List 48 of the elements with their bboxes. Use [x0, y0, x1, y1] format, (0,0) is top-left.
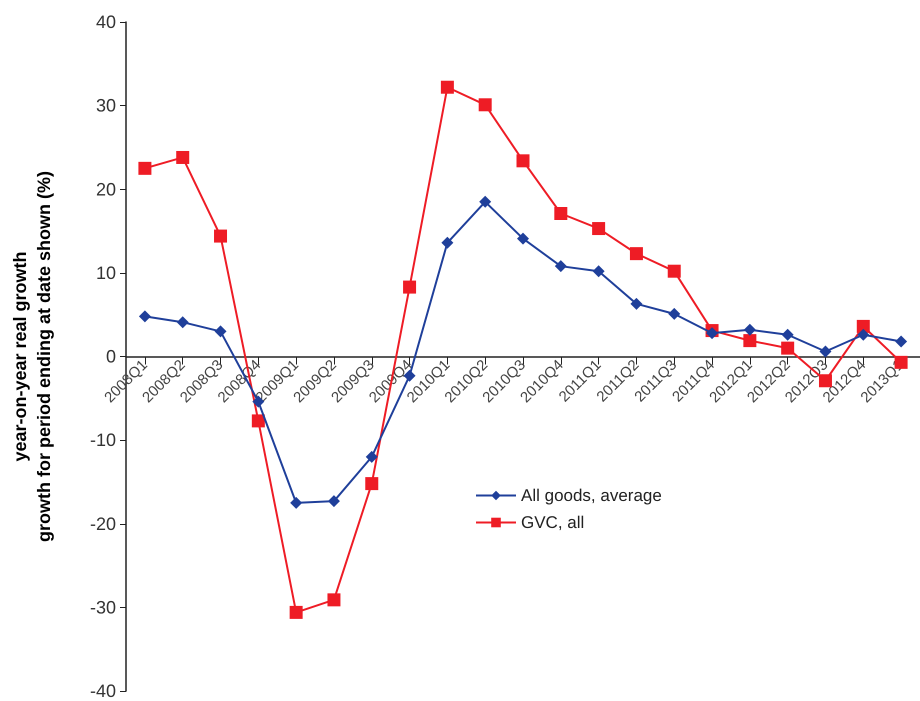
point	[743, 334, 756, 348]
y-tick-label: 40	[96, 12, 116, 32]
point	[479, 196, 492, 208]
y-tick-label: -20	[90, 514, 116, 534]
point	[328, 495, 340, 508]
point	[668, 264, 681, 278]
point	[214, 230, 228, 243]
point	[554, 260, 567, 272]
point	[592, 265, 605, 278]
point	[440, 80, 454, 94]
point	[214, 325, 227, 338]
point	[138, 310, 151, 322]
legend-label: GVC, all	[521, 513, 584, 532]
y-tick-label: 20	[96, 179, 116, 200]
point	[630, 247, 643, 260]
point	[554, 207, 568, 220]
point	[781, 342, 794, 355]
point	[478, 98, 492, 112]
y-axis-title: year-on-year real growth growth for period ending at date shown (%)	[10, 171, 54, 542]
point	[290, 606, 303, 619]
point	[176, 316, 189, 328]
point	[327, 593, 340, 606]
point	[517, 232, 529, 245]
point	[630, 298, 642, 310]
legend-label: All goods, average	[521, 486, 662, 505]
point	[366, 450, 378, 463]
point	[668, 308, 680, 320]
point	[290, 496, 302, 509]
point	[782, 328, 794, 341]
y-tick-label: 0	[106, 346, 116, 366]
point	[592, 222, 606, 236]
y-tick-label: -40	[90, 681, 116, 701]
point	[857, 328, 870, 341]
point	[744, 324, 756, 336]
point	[365, 477, 378, 490]
point	[403, 280, 416, 294]
y-tick-label: 10	[96, 262, 116, 283]
point	[441, 236, 454, 249]
point	[176, 150, 190, 164]
y-tick-label: -10	[90, 430, 116, 450]
point	[706, 327, 718, 340]
point	[138, 162, 152, 175]
y-tick-label: 30	[96, 96, 116, 116]
point	[895, 335, 908, 348]
point	[516, 154, 530, 168]
point	[252, 414, 265, 428]
point	[819, 345, 832, 358]
y-tick-label: -30	[90, 597, 116, 618]
